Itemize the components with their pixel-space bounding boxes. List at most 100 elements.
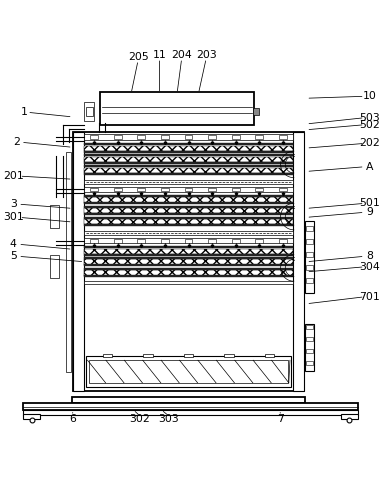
Bar bbox=[84, 186, 292, 192]
Bar bbox=[84, 180, 292, 184]
Bar bbox=[306, 252, 313, 257]
Text: 503: 503 bbox=[359, 113, 380, 123]
Bar bbox=[305, 221, 314, 293]
Bar bbox=[208, 188, 216, 191]
Bar bbox=[137, 135, 145, 139]
Text: 203: 203 bbox=[196, 50, 216, 60]
Bar bbox=[103, 354, 112, 357]
Text: 204: 204 bbox=[171, 50, 192, 60]
Text: 4: 4 bbox=[10, 239, 17, 249]
Bar bbox=[50, 255, 59, 279]
Bar bbox=[114, 239, 122, 242]
Bar bbox=[306, 278, 313, 283]
Text: 202: 202 bbox=[359, 139, 380, 148]
Bar bbox=[84, 202, 292, 204]
Bar bbox=[84, 275, 292, 277]
Bar bbox=[50, 204, 59, 228]
Bar bbox=[84, 143, 292, 145]
Text: 502: 502 bbox=[359, 120, 380, 130]
Bar bbox=[255, 135, 263, 139]
Bar bbox=[161, 239, 169, 242]
Text: 7: 7 bbox=[277, 414, 284, 424]
Bar bbox=[84, 208, 292, 213]
Bar bbox=[84, 265, 292, 267]
Bar bbox=[255, 239, 263, 242]
Text: 10: 10 bbox=[363, 91, 377, 101]
Bar bbox=[84, 259, 292, 265]
Text: 6: 6 bbox=[69, 414, 76, 424]
Bar bbox=[161, 188, 169, 191]
Text: 304: 304 bbox=[359, 262, 380, 272]
Bar bbox=[279, 239, 287, 242]
Bar bbox=[23, 403, 358, 410]
Bar bbox=[84, 216, 292, 218]
Bar bbox=[224, 354, 234, 357]
Bar bbox=[84, 246, 292, 248]
Bar bbox=[90, 239, 98, 242]
Text: 1: 1 bbox=[21, 107, 28, 117]
Text: 205: 205 bbox=[128, 52, 149, 62]
Bar bbox=[90, 188, 98, 191]
Bar bbox=[306, 265, 313, 270]
Bar bbox=[84, 219, 292, 225]
Bar bbox=[279, 188, 287, 191]
Bar bbox=[84, 249, 292, 254]
Bar bbox=[89, 360, 288, 383]
Bar bbox=[279, 135, 287, 139]
Bar bbox=[84, 195, 292, 197]
Bar bbox=[84, 165, 292, 167]
Bar bbox=[23, 414, 41, 419]
Bar bbox=[84, 197, 292, 202]
Bar bbox=[84, 146, 292, 151]
Bar bbox=[66, 152, 71, 372]
Bar bbox=[86, 356, 291, 387]
Text: 5: 5 bbox=[10, 251, 17, 261]
Bar bbox=[84, 134, 292, 140]
Bar bbox=[114, 135, 122, 139]
Bar bbox=[84, 224, 292, 226]
Bar bbox=[100, 92, 254, 125]
Bar bbox=[84, 206, 292, 208]
Bar bbox=[232, 188, 239, 191]
Bar bbox=[84, 268, 292, 270]
Text: 303: 303 bbox=[158, 414, 179, 424]
Bar bbox=[306, 239, 313, 244]
Bar bbox=[84, 281, 292, 284]
Bar bbox=[101, 93, 252, 123]
Bar bbox=[86, 107, 92, 116]
Bar bbox=[253, 108, 259, 115]
Bar bbox=[84, 257, 292, 259]
Text: 2: 2 bbox=[14, 137, 21, 147]
Bar bbox=[305, 324, 314, 370]
Text: 701: 701 bbox=[359, 292, 380, 302]
Bar bbox=[84, 162, 292, 164]
Text: 11: 11 bbox=[152, 50, 167, 60]
Bar bbox=[306, 337, 313, 341]
Bar bbox=[114, 188, 122, 191]
Bar bbox=[184, 135, 192, 139]
Bar bbox=[73, 132, 304, 391]
Bar bbox=[232, 135, 239, 139]
Bar bbox=[306, 226, 313, 231]
Bar bbox=[23, 410, 358, 415]
Bar bbox=[84, 213, 292, 215]
Bar bbox=[208, 239, 216, 242]
Bar bbox=[306, 349, 313, 354]
Text: A: A bbox=[366, 162, 374, 172]
Text: 201: 201 bbox=[3, 171, 23, 181]
Bar bbox=[84, 254, 292, 256]
Bar bbox=[84, 172, 292, 174]
Bar bbox=[184, 188, 192, 191]
Bar bbox=[161, 135, 169, 139]
Bar bbox=[306, 361, 313, 366]
Bar bbox=[184, 354, 193, 357]
Bar bbox=[306, 325, 313, 329]
Bar bbox=[184, 239, 192, 242]
Bar bbox=[292, 132, 304, 391]
Bar bbox=[84, 231, 292, 235]
Bar bbox=[73, 132, 84, 391]
Bar bbox=[84, 270, 292, 276]
Text: 8: 8 bbox=[366, 251, 373, 261]
Bar bbox=[84, 238, 292, 243]
Bar bbox=[208, 135, 216, 139]
